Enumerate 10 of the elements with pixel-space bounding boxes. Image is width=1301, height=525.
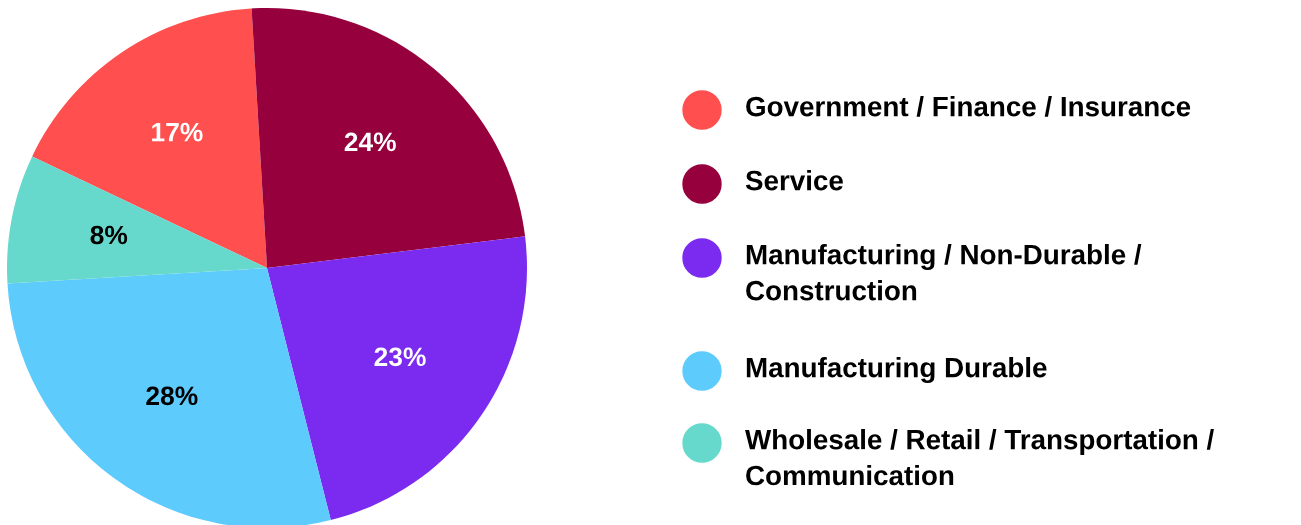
legend-label: Manufacturing / Non-Durable / Construction [746, 244, 1142, 301]
data-label: 24% [344, 132, 396, 152]
legend-label: Wholesale / Retail / Transportation / Communication [745, 429, 1214, 486]
legend-label: Service [745, 170, 843, 191]
data-label: 28% [146, 386, 198, 406]
data-label: 17% [152, 122, 203, 142]
legend-label: Government / Finance / Insurance [746, 96, 1191, 117]
data-label: 23% [374, 347, 426, 367]
data-label: 8% [90, 225, 128, 245]
legend-label: Manufacturing Durable [746, 357, 1047, 384]
